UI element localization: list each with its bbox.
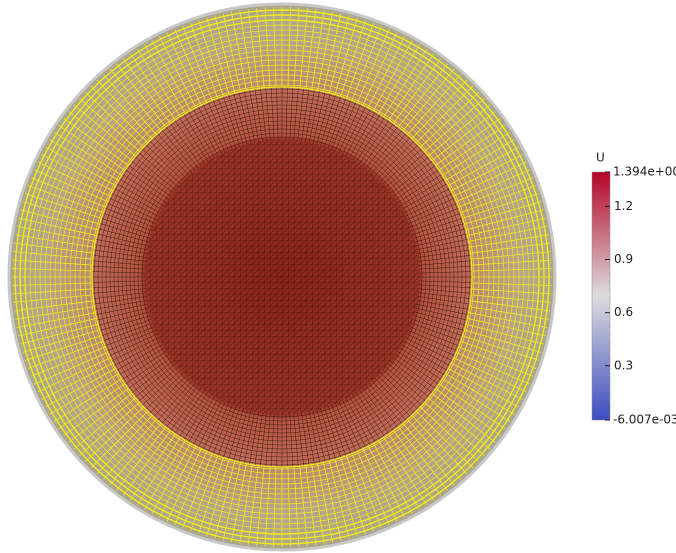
colorbar-end-label: 1.394e+00 (613, 165, 676, 179)
colorbar-tick-label: 0.9 (614, 252, 633, 266)
colorbar-tick-label: 1.2 (614, 199, 633, 213)
colorbar-gradient (592, 172, 610, 420)
colorbar: U -6.007e-03 1.394e+00 1.2 0.9 0.6 0.3 (592, 151, 676, 427)
render-view: U -6.007e-03 1.394e+00 1.2 0.9 0.6 0.3 (0, 0, 676, 553)
colorbar-end-label: -6.007e-03 (613, 413, 676, 427)
page: U -6.007e-031.394e+001.20.90.60.3 (() =>… (0, 0, 676, 553)
colorbar-title: U (596, 151, 605, 165)
colorbar-tick-label: 0.6 (614, 305, 633, 319)
colorbar-tick-label: 0.3 (614, 358, 633, 372)
